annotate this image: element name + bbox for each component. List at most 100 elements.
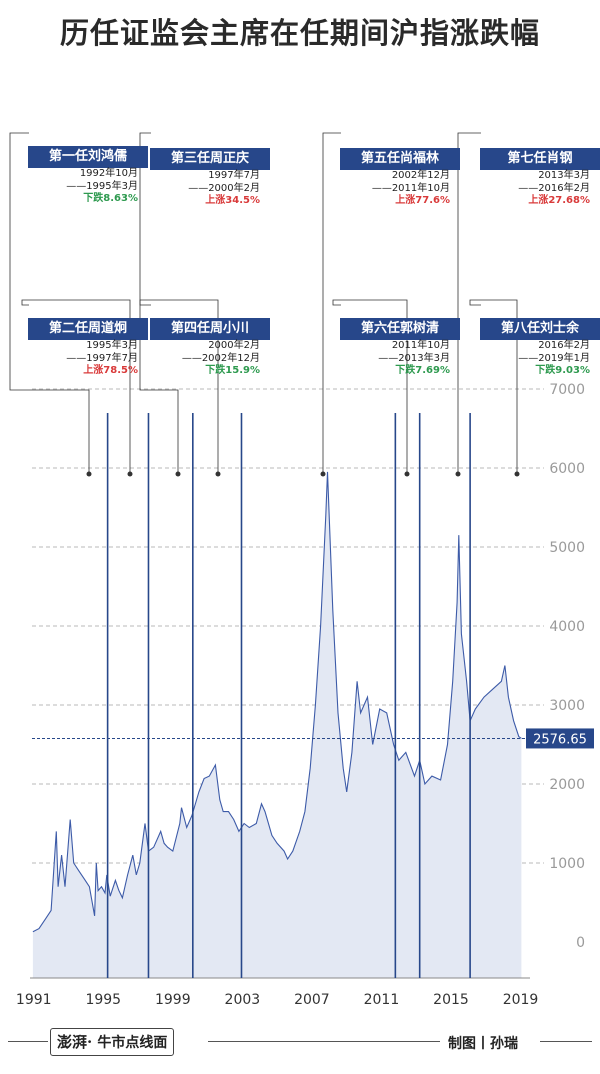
index-change: 上涨77.6% [395,195,450,206]
y-tick-label: 1000 [549,856,585,872]
chairman-card-4: 第四任周小川 2000年2月 ——2002年12月 下跌15.9% [150,242,270,378]
y-tick-label: 6000 [549,461,585,477]
index-change: 上涨34.5% [205,195,260,206]
chairman-name: 第三任周正庆 [150,148,270,170]
chairman-name: 第七任肖钢 [480,148,600,170]
leader-line [457,132,481,474]
x-tick-label: 1999 [155,992,191,1008]
chairman-photo [40,242,136,318]
y-tick-labels: 0 1000 2000 3000 4000 5000 6000 7000 [549,382,585,951]
x-tick-labels: 1991 1995 1999 2003 2007 2011 2015 2019 [16,992,538,1008]
chairman-card-3: 第三任周正庆 1997年7月 ——2000年2月 上涨34.5% [150,72,270,208]
index-change: 上涨27.68% [528,195,590,206]
chairman-name: 第一任刘鸿儒 [28,146,148,168]
index-change: 上涨78.5% [83,365,138,376]
y-tick-label: 5000 [549,540,585,556]
x-tick-label: 1991 [16,992,52,1008]
chairman-name: 第六任郭树清 [340,318,460,340]
x-tick-label: 2015 [433,992,469,1008]
credit: 制图丨孙瑞 [448,1036,518,1052]
chairman-photo [492,72,588,148]
leader-line [9,132,90,474]
last-value-label: 2576.65 [533,732,587,747]
x-tick-label: 1995 [85,992,121,1008]
chairman-photo [40,70,136,146]
leader-dot [320,471,326,477]
x-tick-label: 2011 [364,992,400,1008]
area-layer [30,471,530,979]
term-end: ——1997年7月 [66,352,138,364]
term-start: 2002年12月 [391,170,450,181]
term-end: ——1995年3月 [66,180,138,192]
leader-lines [9,132,520,477]
chairman-photo [352,242,448,318]
term-end: ——2000年2月 [188,182,260,194]
y-tick-label: 4000 [549,619,585,635]
brand-box: 澎湃· 牛市点线面 [50,1028,175,1056]
leader-line [322,132,341,474]
term-end: ——2011年10月 [371,182,450,194]
last-value-layer: 2576.65 [32,728,594,749]
chairman-card-7: 第七任肖钢 2013年3月 ——2016年2月 上涨27.68% [480,72,600,208]
leader-dot [514,471,520,477]
brand-logo: 澎湃· [57,1033,93,1051]
leader-dot [215,471,221,477]
y-tick-label: 2000 [549,777,585,793]
index-change: 下跌8.63% [83,193,138,204]
chairman-photo [162,72,258,148]
grid-layer [32,388,544,864]
index-change: 下跌7.69% [395,365,450,376]
chairman-name: 第八任刘士余 [480,318,600,340]
term-start: 2016年2月 [538,340,590,351]
y-tick-label: 3000 [549,698,585,714]
term-start: 2011年10月 [391,340,450,351]
term-start: 1997年7月 [208,170,260,181]
chairman-name: 第五任尚福林 [340,148,460,170]
leader-line [332,299,408,474]
term-end: ——2013年3月 [378,352,450,364]
index-change: 下跌15.9% [205,365,260,376]
y-tick-label: 7000 [549,382,585,398]
leader-line [21,299,131,474]
term-start: 2013年3月 [538,170,590,181]
footer-line-left [8,1041,48,1042]
chairman-name: 第二任周道炯 [28,318,148,340]
chart-title: 历任证监会主席在任期间沪指涨跌幅 [59,16,540,50]
term-lines [106,413,471,978]
leader-dot [175,471,181,477]
leader-dot [86,471,92,477]
column-name: 牛市点线面 [97,1035,168,1051]
term-end: ——2019年1月 [518,352,590,364]
leader-dot [127,471,133,477]
term-start: 1995年3月 [86,340,138,351]
chairman-card-8: 第八任刘士余 2016年2月 ——2019年1月 下跌9.03% [480,242,600,378]
x-tick-label: 2007 [294,992,330,1008]
footer-line-right [540,1041,592,1042]
chairman-card-6: 第六任郭树清 2011年10月 ——2013年3月 下跌7.69% [340,242,460,378]
chairman-photo [352,72,448,148]
series-line [32,471,522,933]
chairman-card-2: 第二任周道炯 1995年3月 ——1997年7月 上涨78.5% [28,242,148,378]
chairman-card-1: 第一任刘鸿儒 1992年10月 ——1995年3月 下跌8.63% [28,70,148,206]
chairman-photo [162,242,258,318]
area-fill [32,471,522,978]
leader-dot [455,471,461,477]
leader-line [139,299,219,474]
term-end: ——2002年12月 [181,352,260,364]
last-value-badge [526,728,594,749]
term-end: ——2016年2月 [518,182,590,194]
leader-dot [404,471,410,477]
y-tick-label: 0 [576,935,585,951]
x-tick-label: 2003 [225,992,261,1008]
x-tick-label: 2019 [503,992,539,1008]
term-start: 1992年10月 [79,168,138,179]
chairman-card-5: 第五任尚福林 2002年12月 ——2011年10月 上涨77.6% [340,72,460,208]
chairman-photo [492,242,588,318]
leader-line [139,132,179,474]
leader-line [469,299,518,474]
term-start: 2000年2月 [208,340,260,351]
chairman-name: 第四任周小川 [150,318,270,340]
footer: 澎湃· 牛市点线面 制图丨孙瑞 [0,1028,600,1058]
footer-line-mid [208,1041,440,1042]
